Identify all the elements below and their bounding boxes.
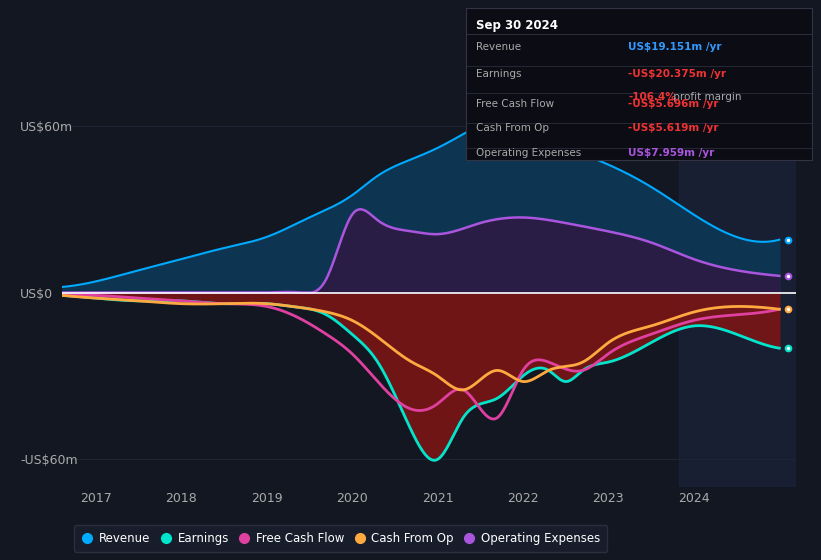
Text: profit margin: profit margin xyxy=(670,91,741,101)
Legend: Revenue, Earnings, Free Cash Flow, Cash From Op, Operating Expenses: Revenue, Earnings, Free Cash Flow, Cash … xyxy=(74,525,608,552)
Text: Free Cash Flow: Free Cash Flow xyxy=(476,99,554,109)
Text: Revenue: Revenue xyxy=(476,41,521,52)
Text: -US$5.696m /yr: -US$5.696m /yr xyxy=(628,99,719,109)
Text: -US$5.619m /yr: -US$5.619m /yr xyxy=(628,123,719,133)
Text: US$19.151m /yr: US$19.151m /yr xyxy=(628,41,722,52)
Text: -US$20.375m /yr: -US$20.375m /yr xyxy=(628,69,727,79)
Text: Earnings: Earnings xyxy=(476,69,521,79)
Text: -106.4%: -106.4% xyxy=(628,91,677,101)
Text: Cash From Op: Cash From Op xyxy=(476,123,549,133)
Bar xyxy=(679,84,796,487)
Text: Operating Expenses: Operating Expenses xyxy=(476,147,581,157)
Text: Sep 30 2024: Sep 30 2024 xyxy=(476,19,558,32)
Text: US$7.959m /yr: US$7.959m /yr xyxy=(628,147,714,157)
